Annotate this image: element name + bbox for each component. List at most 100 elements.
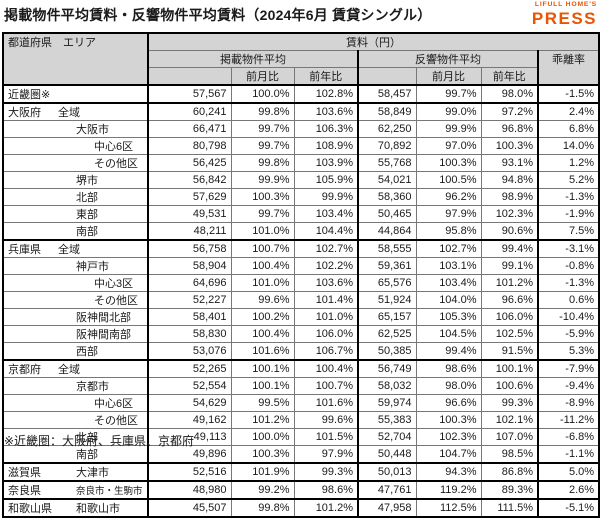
value-cell: 106.3% — [293, 120, 359, 138]
value-cell: 48,211 — [147, 222, 232, 241]
value-cell: 101.4% — [293, 291, 359, 309]
value-cell: 101.2% — [293, 498, 359, 518]
value-cell: 99.3% — [293, 462, 359, 482]
prefecture-label: 兵庫県 — [8, 244, 41, 256]
value-cell: 47,958 — [357, 498, 417, 518]
table-row: 東部 49,531 99.7% 103.4% 50,465 97.9% 102.3% -1.9… — [2, 205, 600, 223]
value-cell: 5.0% — [536, 462, 600, 482]
value-cell: 58,849 — [357, 102, 417, 121]
value-cell: 99.7% — [415, 84, 482, 104]
row-label: 中心3区 — [2, 274, 149, 292]
value-cell: -11.2% — [536, 411, 600, 429]
value-cell: 100.1% — [230, 377, 295, 395]
value-cell: 112.5% — [415, 498, 482, 518]
value-cell: 44,864 — [357, 222, 417, 241]
value-cell: 100.4% — [293, 359, 359, 378]
value-cell: 100.3% — [415, 411, 482, 429]
value-cell: 95.8% — [415, 222, 482, 241]
header-rent-yen: 賃料（円） — [146, 32, 600, 51]
value-cell: -5.9% — [536, 325, 600, 343]
row-label: 阪神間南部 — [2, 325, 149, 343]
header-listed-mom: 前月比 — [230, 67, 295, 86]
value-cell: 102.7% — [293, 239, 359, 258]
row-label: その他区 — [2, 291, 149, 309]
value-cell: 62,525 — [357, 325, 417, 343]
table-row: 北部 57,629 100.3% 99.9% 58,360 96.2% 98.9% -1.3% — [2, 188, 600, 206]
table-row: 大阪市 66,471 99.7% 106.3% 62,250 99.9% 96.8% 6.8% — [2, 120, 600, 138]
value-cell: 103.4% — [293, 205, 359, 223]
value-cell: 103.9% — [293, 154, 359, 172]
row-label: 南部 — [2, 222, 149, 241]
value-cell: 100.6% — [480, 377, 539, 395]
value-cell: -1.3% — [536, 274, 600, 292]
value-cell: 56,749 — [357, 359, 417, 378]
value-cell: 56,842 — [147, 171, 232, 189]
value-cell: 99.8% — [230, 154, 295, 172]
value-cell: 96.6% — [480, 291, 539, 309]
row-label: 北部 — [2, 428, 149, 446]
row-label: 大阪府 全域 — [2, 102, 149, 121]
table-row: 南部 48,211 101.0% 104.4% 44,864 95.8% 90.6% 7.5% — [2, 222, 600, 241]
row-label: 大阪市 — [2, 120, 149, 138]
table-row: 北部 49,113 100.0% 101.5% 52,704 102.3% 107.0% -6… — [2, 428, 600, 446]
value-cell: 91.5% — [480, 342, 539, 361]
value-cell: 50,448 — [357, 445, 417, 464]
area-label: 中心3区 — [94, 278, 134, 290]
row-label: 西部 — [2, 342, 149, 361]
value-cell: 99.7% — [230, 137, 295, 155]
value-cell: 100.0% — [230, 428, 295, 446]
prefecture-label: 滋賀県 — [8, 467, 41, 479]
table-row: 阪神間北部 58,401 100.2% 101.0% 65,157 105.3% 106.0… — [2, 308, 600, 326]
value-cell: 93.1% — [480, 154, 539, 172]
value-cell: 104.4% — [293, 222, 359, 241]
value-cell: 99.0% — [415, 102, 482, 121]
row-label: 東部 — [2, 205, 149, 223]
value-cell: 106.7% — [293, 342, 359, 361]
kinki-footnote: ※近畿圏：大阪府、兵庫県、京都府 — [4, 434, 195, 448]
table-row: 中心6区 80,798 99.7% 108.9% 70,892 97.0% 100.3% 14… — [2, 137, 600, 155]
value-cell: 5.3% — [536, 342, 600, 361]
table-row: 阪神間南部 58,830 100.4% 106.0% 62,525 104.5% 102.5… — [2, 325, 600, 343]
value-cell: 107.0% — [480, 428, 539, 446]
area-label: 南部 — [76, 226, 98, 238]
area-label: 南部 — [76, 449, 98, 461]
value-cell: 102.3% — [480, 205, 539, 223]
value-cell: 96.2% — [415, 188, 482, 206]
area-label: 中心6区 — [94, 141, 134, 153]
value-cell: -1.5% — [536, 84, 600, 104]
header-inquiry-mom: 前月比 — [415, 67, 482, 86]
value-cell: 58,457 — [357, 84, 417, 104]
value-cell: 102.5% — [480, 325, 539, 343]
value-cell: -8.9% — [536, 394, 600, 412]
area-label: 北部 — [76, 192, 98, 204]
area-label: 阪神間南部 — [76, 329, 131, 341]
value-cell: 62,250 — [357, 120, 417, 138]
value-cell: 65,576 — [357, 274, 417, 292]
value-cell: 58,032 — [357, 377, 417, 395]
value-cell: 98.0% — [415, 377, 482, 395]
row-label: 京都府 全域 — [2, 359, 149, 378]
value-cell: 48,980 — [147, 480, 232, 500]
value-cell: 100.4% — [230, 257, 295, 275]
value-cell: 89.3% — [480, 480, 539, 500]
table-row: 和歌山県 和歌山市 45,507 99.8% 101.2% 47,958 112.5% 111… — [2, 498, 600, 518]
value-cell: 94.3% — [415, 462, 482, 482]
value-cell: 106.0% — [293, 325, 359, 343]
value-cell: 100.3% — [415, 154, 482, 172]
value-cell: 100.3% — [230, 445, 295, 464]
value-cell: 104.5% — [415, 325, 482, 343]
value-cell: 111.5% — [480, 498, 539, 518]
value-cell: 102.1% — [480, 411, 539, 429]
row-label: 堺市 — [2, 171, 149, 189]
value-cell: 98.0% — [480, 84, 539, 104]
header-prefecture-area: 都道府県 エリア — [2, 32, 149, 86]
prefecture-label: 近畿圏※ — [8, 89, 51, 101]
value-cell: 58,360 — [357, 188, 417, 206]
table-row: 中心3区 64,696 101.0% 103.6% 65,576 103.4% 101.2%… — [2, 274, 600, 292]
value-cell: 101.6% — [230, 342, 295, 361]
area-label: 北部 — [76, 432, 98, 444]
value-cell: 56,425 — [147, 154, 232, 172]
value-cell: -6.8% — [536, 428, 600, 446]
table-row: 大阪府 全域 60,241 99.8% 103.6% 58,849 99.0% 97.2% 2.… — [2, 102, 600, 121]
rent-table-body: 近畿圏※ 57,567 100.0% 102.8% 58,457 99.7% 98.0% -1… — [2, 84, 600, 518]
